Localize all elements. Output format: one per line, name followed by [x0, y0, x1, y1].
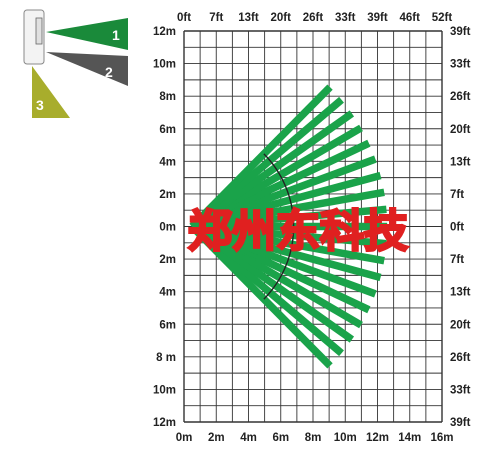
legend-zone-2: 2: [46, 52, 128, 86]
short-range-beam: [190, 183, 252, 229]
bottom-axis-tick-label: 14m: [398, 432, 421, 444]
left-axis-tick-label: 0m: [159, 222, 176, 234]
short-range-beam: [191, 224, 258, 259]
watermark: 郑州东科技: [188, 207, 408, 256]
legend-zone-3: 3: [32, 66, 70, 118]
left-axis-tick-label: 2m: [159, 189, 176, 201]
right-axis-tick-label: 33ft: [450, 384, 471, 396]
top-axis-tick-label: 39ft: [367, 12, 388, 24]
right-axis-tick-label: 20ft: [450, 124, 471, 136]
short-range-beam: [191, 206, 262, 229]
bottom-axis-tick-label: 2m: [208, 432, 225, 444]
bottom-axis-tick-label: 6m: [272, 432, 289, 444]
right-axis-tick-label: 26ft: [450, 91, 471, 103]
bottom-axis-m: 0m 2m 4m 6m 8m 10m 12m 14m 16m: [176, 432, 454, 444]
left-axis-tick-label: 4m: [159, 156, 176, 168]
bottom-axis-tick-label: 16m: [430, 432, 453, 444]
bottom-axis-tick-label: 12m: [366, 432, 389, 444]
detection-arc: [263, 153, 295, 300]
short-range-beam: [191, 224, 262, 247]
left-axis-tick-label: 2m: [159, 254, 176, 266]
bottom-axis-tick-label: 10m: [334, 432, 357, 444]
top-axis-tick-label: 20ft: [271, 12, 292, 24]
right-axis-tick-label: 13ft: [450, 287, 471, 299]
left-axis-tick-label: 8 m: [156, 352, 176, 364]
right-axis-tick-label: 13ft: [450, 156, 471, 168]
top-axis-tick-label: 46ft: [400, 12, 421, 24]
legend-zone-1-label: 1: [112, 27, 120, 43]
legend-zone-1: 1: [46, 18, 128, 50]
right-axis-tick-label: 20ft: [450, 319, 471, 331]
coverage-beams: [189, 84, 388, 369]
top-axis-tick-label: 0ft: [177, 12, 191, 24]
right-axis-tick-label: 39ft: [450, 417, 471, 429]
short-range-beam: [190, 174, 244, 228]
top-axis-tick-label: 13ft: [238, 12, 259, 24]
left-axis-tick-label: 10m: [153, 59, 176, 71]
right-axis-ft: 39ft 33ft 26ft 20ft 13ft 7ft 0ft 7ft 13ft 20ft 26f…: [450, 26, 471, 429]
short-range-beam: [191, 218, 263, 229]
short-range-beam: [190, 225, 244, 279]
top-axis-tick-label: 52ft: [432, 12, 453, 24]
short-range-beam: [191, 194, 258, 229]
legend-zone-2-label: 2: [105, 64, 113, 80]
right-axis-tick-label: 7ft: [450, 254, 464, 266]
bottom-axis-tick-label: 0m: [176, 432, 193, 444]
top-axis-tick-label: 7ft: [209, 12, 223, 24]
left-axis-tick-label: 12m: [153, 417, 176, 429]
left-axis-tick-label: 8m: [159, 91, 176, 103]
right-axis-tick-label: 26ft: [450, 352, 471, 364]
legend-zone-3-label: 3: [36, 97, 44, 113]
top-axis-ft: 0ft 7ft 13ft 20ft 26ft 33ft 39ft 46ft 52ft: [177, 12, 452, 24]
left-axis-tick-label: 6m: [159, 124, 176, 136]
bottom-axis-tick-label: 8m: [305, 432, 322, 444]
top-axis-tick-label: 33ft: [335, 12, 356, 24]
right-axis-tick-label: 39ft: [450, 26, 471, 38]
short-range-beam: [190, 224, 252, 270]
left-axis-m: 12m 10m 8m 6m 4m 2m 0m 2m 4m 6m 8 m 10m 12m: [153, 26, 176, 429]
bottom-axis-tick-label: 4m: [240, 432, 257, 444]
left-axis-tick-label: 10m: [153, 384, 176, 396]
right-axis-tick-label: 7ft: [450, 189, 464, 201]
left-axis-tick-label: 4m: [159, 287, 176, 299]
right-axis-tick-label: 0ft: [450, 222, 464, 234]
top-axis-tick-label: 26ft: [303, 12, 324, 24]
left-axis-tick-label: 6m: [159, 319, 176, 331]
left-axis-tick-label: 12m: [153, 26, 176, 38]
right-axis-tick-label: 33ft: [450, 59, 471, 71]
short-range-beam: [191, 224, 263, 235]
detector-icon: [23, 9, 45, 65]
